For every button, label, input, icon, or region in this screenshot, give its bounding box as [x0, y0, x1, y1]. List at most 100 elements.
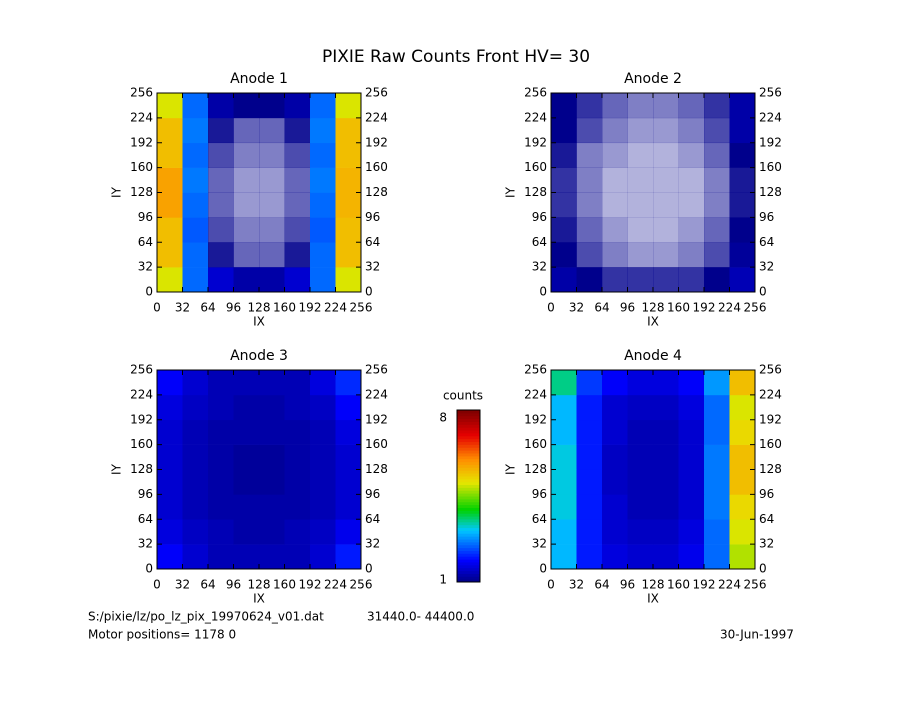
heat-cell	[284, 192, 311, 218]
x-tick-label: 160	[273, 578, 296, 592]
heat-cell	[182, 494, 209, 520]
y-tick-label: 192	[130, 135, 153, 149]
y-tick-label-right: 160	[759, 437, 782, 451]
x-tick-label: 96	[226, 578, 241, 592]
x-tick-label: 256	[350, 301, 373, 315]
heat-cell	[551, 192, 577, 218]
colorbar-step	[457, 544, 480, 549]
heat-cell	[602, 267, 628, 293]
heat-cell	[704, 544, 730, 570]
y-axis-label: IY	[110, 463, 124, 475]
y-tick-label-right: 224	[759, 387, 782, 401]
colorbar-step	[457, 518, 480, 523]
heat-cell	[602, 544, 628, 570]
heat-cell	[678, 93, 705, 119]
heat-cell	[182, 142, 209, 168]
heat-cell	[678, 267, 705, 293]
heat-cell	[704, 93, 730, 119]
colorbar-step	[457, 455, 480, 460]
colorbar-step	[457, 498, 480, 503]
y-tick-label-right: 256	[365, 363, 388, 377]
heat-cell	[704, 469, 730, 495]
heat-cell	[335, 469, 362, 495]
heat-cell	[653, 394, 679, 421]
heat-cell	[259, 93, 285, 119]
heat-cell	[157, 544, 183, 570]
heat-cell	[602, 142, 628, 168]
y-tick-label-right: 0	[759, 562, 767, 576]
x-tick-label: 32	[569, 578, 584, 592]
y-tick-label-right: 192	[759, 135, 782, 149]
heat-cell	[157, 267, 183, 293]
heat-cell	[627, 167, 654, 193]
heat-cell	[182, 519, 209, 545]
heat-cell	[335, 142, 362, 168]
colorbar-step	[457, 415, 480, 420]
colorbar-step	[457, 553, 480, 557]
x-tick-label: 224	[718, 578, 741, 592]
heat-cell	[259, 494, 285, 520]
heat-cell	[602, 370, 628, 396]
y-tick-label: 160	[130, 437, 153, 451]
heat-cell	[551, 444, 577, 470]
colorbar-step	[457, 539, 480, 543]
heat-cell	[335, 419, 362, 445]
heat-cell	[335, 370, 362, 396]
heat-cell	[233, 544, 260, 570]
x-tick-label: 64	[200, 301, 215, 315]
y-tick-label-right: 192	[365, 135, 388, 149]
heat-cell	[208, 267, 234, 293]
y-tick-label-right: 0	[365, 562, 373, 576]
x-tick-label: 192	[299, 301, 322, 315]
panel-title: Anode 4	[624, 348, 682, 364]
heat-cell	[576, 519, 603, 545]
y-tick-label: 192	[130, 412, 153, 426]
heat-cell	[627, 544, 654, 570]
colorbar-step	[457, 487, 480, 491]
y-axis-label: IY	[110, 186, 124, 198]
heat-cell	[576, 242, 603, 268]
heat-cell	[182, 93, 209, 119]
heat-cell	[551, 217, 577, 243]
heat-cell	[310, 519, 336, 545]
heat-cell	[576, 142, 603, 168]
heat-cell	[182, 217, 209, 243]
y-tick-label: 256	[524, 86, 547, 100]
heat-cell	[157, 117, 183, 144]
heat-cell	[729, 192, 756, 218]
x-tick-label: 0	[153, 578, 161, 592]
heat-cell	[627, 394, 654, 421]
colorbar-step	[457, 444, 480, 448]
heat-cell	[259, 192, 285, 218]
y-tick-label-right: 256	[365, 86, 388, 100]
heat-cell	[284, 469, 311, 495]
x-tick-label: 64	[594, 301, 609, 315]
colorbar-step	[457, 438, 480, 443]
heat-cell	[310, 167, 336, 193]
heat-cell	[259, 267, 285, 293]
heat-cell	[208, 544, 234, 570]
heat-cell	[259, 544, 285, 570]
heat-cell	[182, 544, 209, 570]
heat-cell	[704, 519, 730, 545]
colorbar-step	[457, 501, 480, 506]
heat-cell	[704, 267, 730, 293]
colorbar-step	[457, 490, 480, 494]
colorbar-step	[457, 564, 480, 569]
y-tick-label-right: 128	[365, 462, 388, 476]
heat-cell	[653, 370, 679, 396]
heat-cell	[576, 167, 603, 193]
heat-cell	[576, 394, 603, 421]
y-tick-label-right: 96	[365, 487, 380, 501]
heat-cell	[627, 469, 654, 495]
heat-cell	[602, 394, 628, 421]
y-tick-label: 64	[532, 235, 547, 249]
heat-cell	[157, 494, 183, 520]
y-tick-label: 224	[524, 110, 547, 124]
colorbar-step	[457, 527, 480, 531]
y-tick-label: 224	[130, 110, 153, 124]
heat-cell	[157, 93, 183, 119]
y-tick-label: 32	[138, 537, 153, 551]
heat-cell	[310, 544, 336, 570]
